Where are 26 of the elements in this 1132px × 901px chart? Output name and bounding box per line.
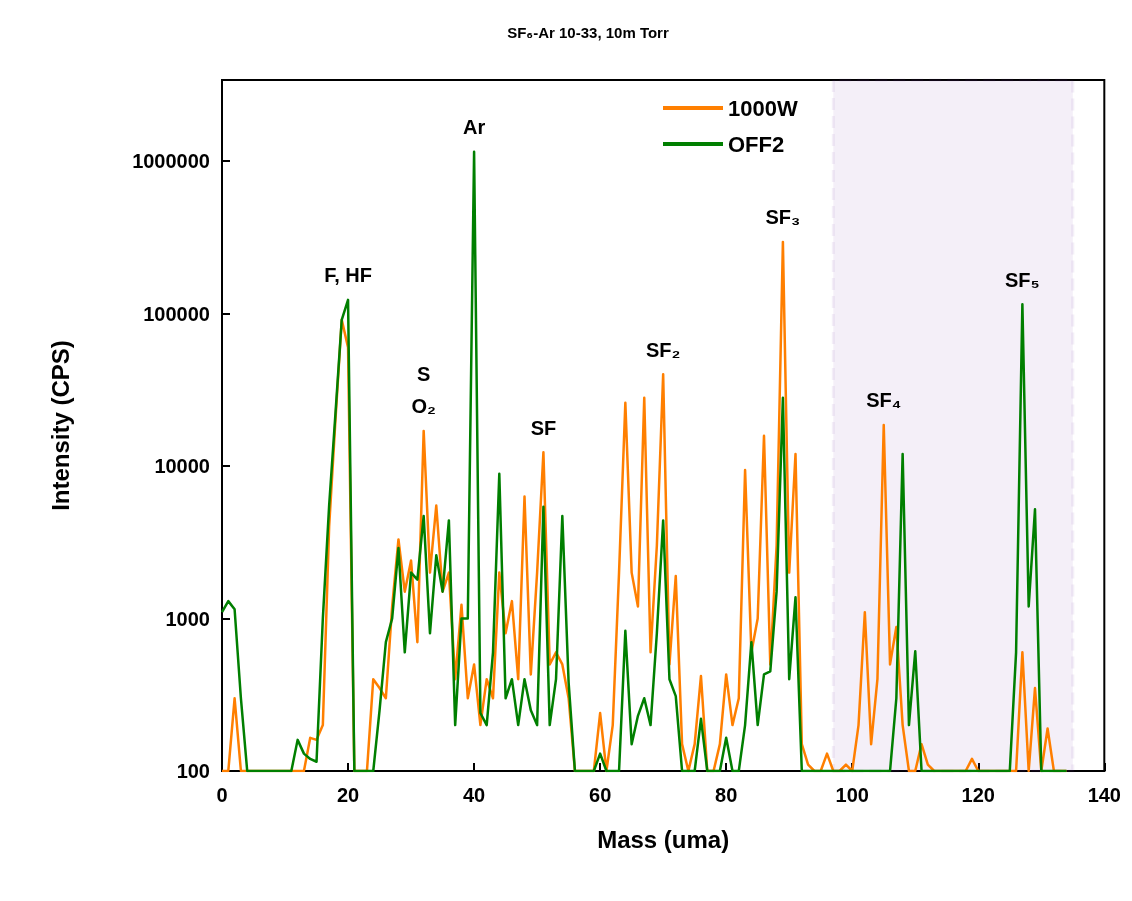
- annotation: SF₄: [866, 389, 902, 412]
- y-axis-title: Intensity (CPS): [46, 340, 74, 511]
- x-tick-label: 60: [589, 784, 612, 806]
- annotation: SF: [530, 416, 557, 439]
- x-tick-label: 80: [715, 784, 738, 806]
- y-tick-label: 1000000: [132, 150, 210, 173]
- annotation: SF₅: [1005, 268, 1040, 291]
- y-tick-label: 100000: [143, 302, 210, 325]
- y-tick-label: 1000: [165, 607, 210, 630]
- x-tick-label: 20: [336, 784, 360, 806]
- annotation: S O₂: [411, 363, 436, 418]
- chart-title: SF₆-Ar 10-33, 10m Torr: [507, 24, 669, 41]
- annotation: Ar: [462, 116, 486, 139]
- annotation: F, HF: [324, 264, 372, 287]
- legend-label: OFF2: [728, 131, 785, 157]
- annotation: SF₃: [765, 206, 801, 229]
- y-tick-label: 10000: [154, 455, 210, 478]
- x-tick-label: 0: [216, 784, 228, 806]
- x-tick-label: 120: [961, 784, 995, 806]
- x-axis-title: Mass (uma): [597, 825, 730, 853]
- y-tick-label: 100: [176, 760, 210, 782]
- legend-label: 1000W: [728, 95, 798, 121]
- annotation: SF₂: [645, 338, 681, 361]
- x-tick-label: 140: [1087, 784, 1121, 806]
- x-tick-label: 40: [462, 784, 486, 806]
- x-tick-label: 100: [835, 784, 869, 806]
